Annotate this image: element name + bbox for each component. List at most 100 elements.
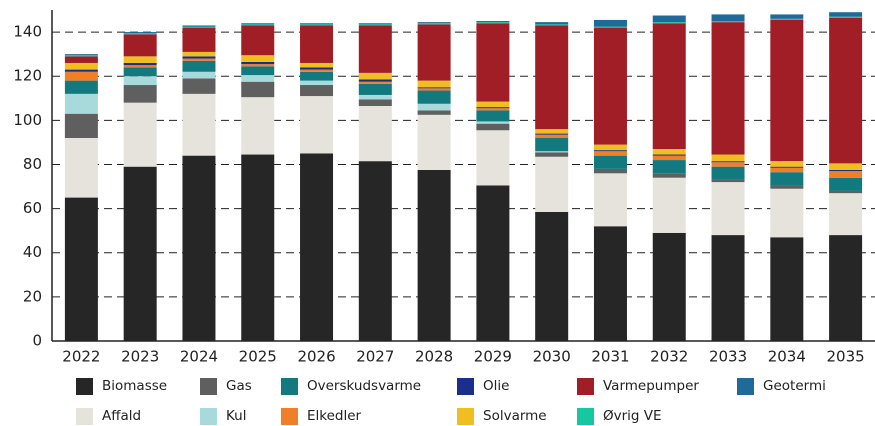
legend-swatch [457, 408, 474, 425]
bar-segment [535, 134, 569, 138]
bar-segment [535, 129, 569, 134]
x-tick-label: 2022 [62, 348, 100, 366]
legend-label: Affald [102, 408, 141, 424]
bar-segment [182, 58, 216, 61]
bar-segment [300, 67, 334, 70]
bar-segment [358, 25, 392, 73]
x-tick-label: 2024 [180, 348, 218, 366]
bar-segment [711, 166, 745, 180]
bar-segment [123, 166, 157, 341]
bar-segment [535, 137, 569, 152]
bar-segment [652, 23, 686, 150]
bar-segment [123, 65, 157, 68]
bar-segment [652, 149, 686, 155]
bar-segment [711, 161, 745, 163]
bar-segment [476, 21, 510, 23]
bar-segment [182, 51, 216, 57]
bar-segment [770, 167, 804, 173]
bar-segment [241, 75, 275, 82]
legend-label: Kul [226, 408, 247, 424]
bar-segment [300, 71, 334, 81]
bar-segment [64, 62, 98, 70]
bar-segment [652, 154, 686, 156]
bar-segment [64, 56, 98, 63]
bar-segment [593, 155, 627, 169]
bar-segment [476, 110, 510, 122]
bar-segment [711, 21, 745, 23]
x-tick-label: 2029 [474, 348, 512, 366]
bar-segment [417, 24, 451, 81]
bar-segment [241, 66, 275, 76]
bar-segment [123, 34, 157, 57]
bar-segment [123, 76, 157, 86]
legend-label: Olie [483, 378, 509, 394]
y-tick-label: 100 [13, 111, 42, 129]
bar-segment [417, 87, 451, 89]
bar-segment [593, 151, 627, 156]
bar-segment [417, 169, 451, 341]
bar-segment [476, 23, 510, 102]
legend-label: Gas [226, 378, 252, 394]
bar-segment [241, 23, 275, 25]
bar-segment [123, 33, 157, 35]
bar-segment [770, 166, 804, 168]
bar-segment [182, 27, 216, 52]
legend-swatch [200, 408, 217, 425]
bar-segment [829, 17, 863, 164]
bar-segment [64, 54, 98, 56]
bar-segment [770, 172, 804, 186]
bar-segment [241, 55, 275, 62]
bar-segment [829, 163, 863, 170]
bar-segment [829, 169, 863, 172]
bar-segment [182, 26, 216, 28]
bar-segment [476, 185, 510, 341]
bar-segment [300, 24, 334, 26]
bar-segment [300, 80, 334, 86]
bar-segment [652, 173, 686, 178]
bar-segment [476, 107, 510, 109]
bar-segment [593, 150, 627, 152]
bar-segment [711, 154, 745, 162]
bar-segment [770, 185, 804, 189]
legend-label: Biomasse [102, 378, 167, 394]
bar-segment [652, 177, 686, 233]
bar-segment [123, 56, 157, 63]
y-tick-label: 120 [13, 67, 42, 85]
bar-segment [123, 62, 157, 66]
legend-label: Øvrig VE [603, 408, 662, 424]
bar-segment [300, 96, 334, 154]
x-tick-label: 2028 [415, 348, 453, 366]
legend-swatch [200, 378, 217, 395]
bar-segment [358, 24, 392, 26]
legend-swatch [457, 378, 474, 395]
x-tick-label: 2035 [827, 348, 865, 366]
bar-segment [64, 80, 98, 94]
bar-segment [535, 152, 569, 157]
bar-segment [417, 103, 451, 111]
bar-segment [829, 171, 863, 178]
bar-segment [417, 90, 451, 104]
bar-segment [652, 160, 686, 174]
bar-segment [593, 168, 627, 174]
legend-swatch [737, 378, 754, 395]
bar-segment [300, 23, 334, 25]
bar-segment [535, 25, 569, 130]
x-tick-label: 2030 [533, 348, 571, 366]
bar-segment [358, 72, 392, 80]
bar-segment [182, 56, 216, 59]
legend-swatch [577, 408, 594, 425]
bar-segment [358, 161, 392, 341]
bar-segment [593, 173, 627, 227]
bar-segment [241, 154, 275, 341]
y-tick-label: 20 [23, 287, 42, 305]
bar-segment [417, 22, 451, 24]
bar-segment [770, 18, 804, 20]
bar-segment [241, 61, 275, 65]
bar-segment [182, 78, 216, 94]
bar-segment [241, 64, 275, 67]
bar-segment [182, 155, 216, 341]
bar-segment [770, 161, 804, 167]
legend-label: Overskudsvarme [307, 378, 421, 394]
bar-segment [535, 156, 569, 212]
bar-segment [593, 27, 627, 145]
